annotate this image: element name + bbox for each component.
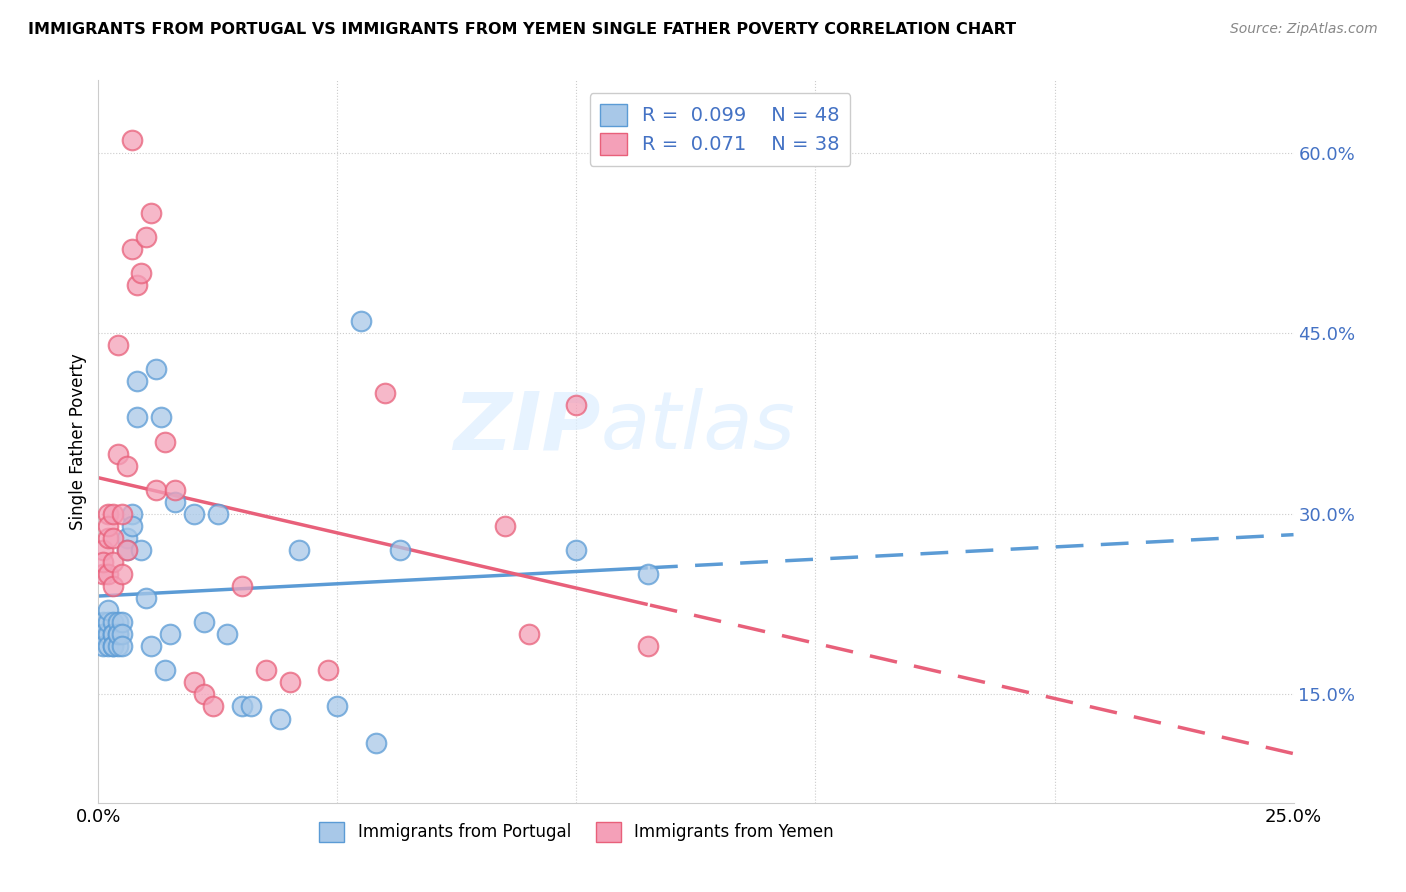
Point (111, 507, 134, 521)
Point (107, 615, 129, 630)
Point (163, 494, 186, 508)
Point (97, 627, 120, 641)
Point (97, 507, 120, 521)
Point (278, 675, 301, 690)
Point (364, 735, 387, 749)
Point (91, 615, 114, 630)
Point (135, 591, 157, 606)
Point (107, 627, 129, 641)
Point (350, 314, 373, 328)
Point (163, 483, 186, 497)
Point (91, 567, 114, 582)
Point (101, 615, 124, 630)
Point (193, 687, 215, 701)
Point (565, 398, 588, 412)
Point (111, 615, 134, 630)
Point (149, 410, 172, 425)
Point (107, 338, 129, 352)
Point (97, 531, 120, 545)
Point (101, 639, 124, 653)
Text: Source: ZipAtlas.com: Source: ZipAtlas.com (1230, 22, 1378, 37)
Point (115, 458, 138, 473)
Point (97, 615, 120, 630)
Point (101, 627, 124, 641)
Point (97, 567, 120, 582)
Point (121, 507, 143, 521)
Point (139, 205, 162, 219)
Point (111, 567, 134, 582)
Point (91, 627, 114, 641)
Point (202, 699, 225, 714)
Point (145, 483, 167, 497)
Point (107, 639, 129, 653)
Point (121, 242, 143, 256)
Point (565, 542, 588, 557)
Point (637, 567, 659, 582)
Point (288, 542, 311, 557)
Point (121, 519, 143, 533)
Point (131, 542, 153, 557)
Point (91, 555, 114, 569)
Point (494, 519, 516, 533)
Text: atlas: atlas (600, 388, 796, 467)
Point (97, 639, 120, 653)
Point (125, 278, 148, 293)
Point (115, 531, 138, 545)
Point (183, 675, 205, 690)
Point (145, 362, 167, 376)
Point (207, 507, 229, 521)
Point (97, 519, 120, 533)
Point (517, 627, 540, 641)
Point (254, 664, 277, 678)
Point (155, 664, 177, 678)
Point (115, 542, 138, 557)
Point (101, 627, 124, 641)
Point (326, 699, 349, 714)
Point (155, 434, 177, 449)
Point (91, 639, 114, 653)
Legend: Immigrants from Portugal, Immigrants from Yemen: Immigrants from Portugal, Immigrants fro… (312, 815, 841, 848)
Point (183, 507, 205, 521)
Point (217, 627, 239, 641)
Y-axis label: Single Father Poverty: Single Father Poverty (69, 353, 87, 530)
Point (115, 542, 138, 557)
Text: ZIP: ZIP (453, 388, 600, 467)
Point (101, 531, 124, 545)
Point (91, 542, 114, 557)
Point (374, 386, 396, 401)
Point (125, 410, 148, 425)
Point (121, 133, 143, 147)
Point (269, 712, 291, 726)
Point (159, 627, 181, 641)
Point (125, 375, 148, 389)
Point (388, 542, 411, 557)
Point (231, 699, 253, 714)
Point (240, 699, 263, 714)
Point (101, 507, 124, 521)
Point (637, 639, 659, 653)
Point (91, 627, 114, 641)
Point (107, 447, 129, 461)
Point (139, 639, 162, 653)
Point (131, 266, 153, 280)
Point (97, 603, 120, 617)
Point (111, 639, 134, 653)
Point (101, 639, 124, 653)
Point (231, 579, 253, 593)
Point (111, 627, 134, 641)
Text: IMMIGRANTS FROM PORTUGAL VS IMMIGRANTS FROM YEMEN SINGLE FATHER POVERTY CORRELAT: IMMIGRANTS FROM PORTUGAL VS IMMIGRANTS F… (28, 22, 1017, 37)
Point (316, 664, 339, 678)
Point (135, 229, 157, 244)
Point (101, 579, 124, 593)
Point (193, 615, 215, 630)
Point (101, 555, 124, 569)
Point (107, 627, 129, 641)
